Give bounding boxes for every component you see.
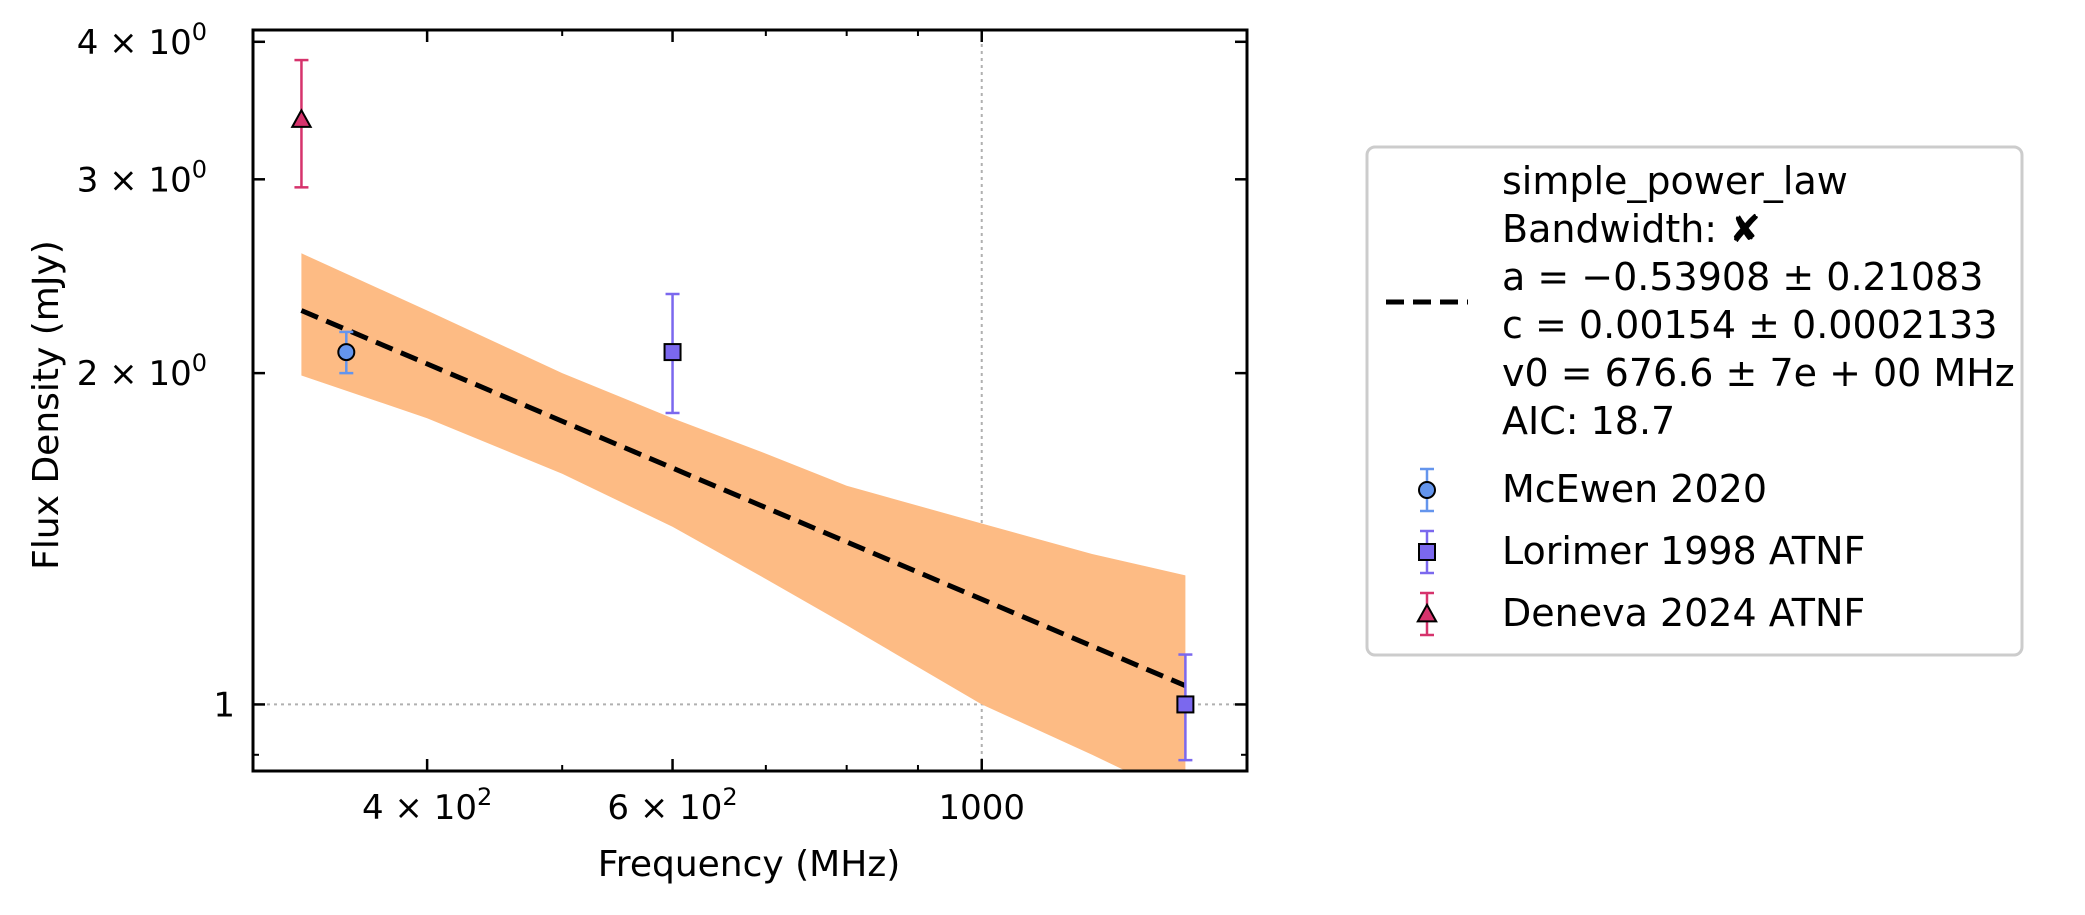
legend-fit-line-4: v0 = 676.6 ± 7e + 00 MHz xyxy=(1502,351,2015,395)
legend-fit-line-1: Bandwidth: ✘ xyxy=(1502,207,1761,251)
legend-fit-line-0: simple_power_law xyxy=(1502,159,1848,203)
y-tick-label: 2 × 100 xyxy=(77,349,207,394)
legend-fit-line-3: c = 0.00154 ± 0.0002133 xyxy=(1502,303,1998,347)
y-tick-label: 1 xyxy=(213,685,235,725)
x-tick-label: 1000 xyxy=(938,788,1025,828)
legend-fit-line-2: a = −0.53908 ± 0.21083 xyxy=(1502,255,1983,299)
legend-label-mcewen-2020: McEwen 2020 xyxy=(1502,467,1767,511)
legend-marker-mcewen-2020 xyxy=(1418,481,1436,499)
y-tick-label: 4 × 100 xyxy=(77,18,207,63)
plot-inner xyxy=(253,30,1247,771)
legend-box xyxy=(1365,145,2024,657)
legend-fit-line-5: AIC: 18.7 xyxy=(1502,399,1675,443)
x-tick-label: 4 × 102 xyxy=(362,783,492,828)
axes: 4 × 102 6 × 102 1000 1 2 × 100 3 × 100 4 × 100 xyxy=(77,18,1249,828)
y-tick-label: 3 × 100 xyxy=(77,155,207,200)
x-tick-label: 6 × 102 xyxy=(607,783,737,828)
legend-label-lorimer-1998-atnf: Lorimer 1998 ATNF xyxy=(1502,529,1865,573)
data-point-lorimer-1998-atnf xyxy=(663,343,682,362)
legend-marker-lorimer-1998-atnf xyxy=(1418,543,1436,561)
x-axis-title: Frequency (MHz) xyxy=(598,844,901,885)
legend-marker-deneva-2024-atnf xyxy=(1416,602,1438,623)
data-point-lorimer-1998-atnf xyxy=(1176,695,1195,714)
legend-label-deneva-2024-atnf: Deneva 2024 ATNF xyxy=(1502,591,1865,635)
y-axis-title: Flux Density (mJy) xyxy=(26,240,67,570)
data-point-mcewen-2020 xyxy=(337,343,356,362)
plot-area xyxy=(253,30,1247,771)
axes-frame xyxy=(251,28,1249,773)
fit-line xyxy=(300,308,1187,689)
fit-uncertainty-band xyxy=(301,253,1186,771)
data-point-deneva-2024-atnf xyxy=(290,108,313,128)
